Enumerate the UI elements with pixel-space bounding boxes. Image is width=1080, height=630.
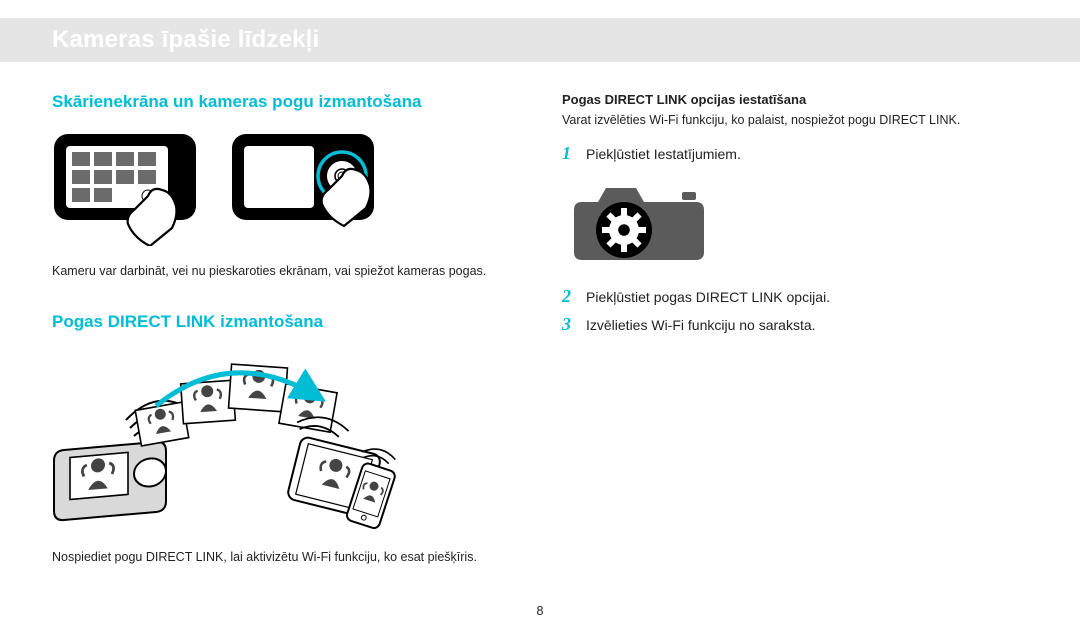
step-num: 3 <box>562 315 576 333</box>
steps-list: 1 Piekļūstiet Iestatījumiem. <box>562 144 1028 162</box>
left-column: Skārienekrāna un kameras pogu izmantošan… <box>52 92 518 600</box>
steps-list-cont: 2 Piekļūstiet pogas DIRECT LINK opcijai.… <box>562 287 1028 333</box>
right-column: Pogas DIRECT LINK opcijas iestatīšana Va… <box>562 92 1028 600</box>
camera-touchscreen-icon <box>54 134 196 246</box>
left-heading-1: Skārienekrāna un kameras pogu izmantošan… <box>52 92 518 112</box>
camera-button-icon <box>232 134 374 226</box>
left-heading-2: Pogas DIRECT LINK izmantošana <box>52 312 518 332</box>
share-figure <box>52 346 412 532</box>
topbar: Kameras īpašie līdzekļi <box>0 18 1080 62</box>
touch-figure <box>52 126 518 246</box>
step-num: 2 <box>562 287 576 305</box>
page: Kameras īpašie līdzekļi Skārienekrāna un… <box>0 0 1080 630</box>
settings-figure <box>562 172 1028 273</box>
step-text: Izvēlieties Wi-Fi funkciju no saraksta. <box>586 315 816 333</box>
columns: Skārienekrāna un kameras pogu izmantošan… <box>52 92 1028 600</box>
step-text: Piekļūstiet Iestatījumiem. <box>586 144 741 162</box>
right-subhead: Pogas DIRECT LINK opcijas iestatīšana <box>562 92 1028 107</box>
step-num: 1 <box>562 144 576 162</box>
camera-settings-icon <box>574 188 704 260</box>
right-subtext: Varat izvēlēties Wi-Fi funkciju, ko pala… <box>562 111 1028 130</box>
photo-stream <box>135 364 337 446</box>
left-caption-1: Kameru var darbināt, vei nu pieskaroties… <box>52 264 518 278</box>
step-2: 2 Piekļūstiet pogas DIRECT LINK opcijai. <box>562 287 1028 305</box>
left-caption-2: Nospiediet pogu DIRECT LINK, lai aktiviz… <box>52 550 518 564</box>
step-1: 1 Piekļūstiet Iestatījumiem. <box>562 144 1028 162</box>
page-title: Kameras īpašie līdzekļi <box>52 26 319 54</box>
step-3: 3 Izvēlieties Wi-Fi funkciju no saraksta… <box>562 315 1028 333</box>
page-number: 8 <box>0 604 1080 618</box>
left-section-2: Pogas DIRECT LINK izmantošana <box>52 312 518 564</box>
step-text: Piekļūstiet pogas DIRECT LINK opcijai. <box>586 287 830 305</box>
